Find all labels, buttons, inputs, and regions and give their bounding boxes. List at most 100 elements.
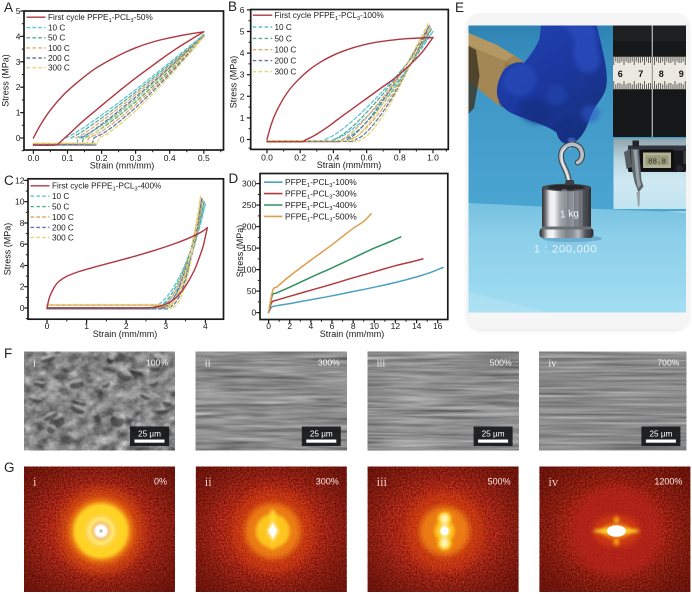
svg-text:700%: 700%	[657, 358, 679, 368]
svg-text:0.3: 0.3	[130, 153, 142, 163]
svg-text:C: C	[4, 173, 14, 188]
svg-text:12: 12	[15, 175, 25, 185]
svg-text:25 µm: 25 µm	[310, 430, 333, 439]
svg-text:1200%: 1200%	[654, 477, 682, 487]
svg-text:i: i	[33, 359, 36, 370]
svg-text:PFPE1-PCL3-400%: PFPE1-PCL3-400%	[285, 200, 357, 212]
svg-text:8: 8	[659, 69, 664, 79]
svg-text:2: 2	[240, 91, 245, 101]
svg-text:300 C: 300 C	[48, 64, 70, 73]
svg-text:Strain (mm/mm): Strain (mm/mm)	[93, 329, 158, 339]
svg-text:0: 0	[16, 133, 21, 143]
svg-text:First cycle PFPE1-PCL3-400%: First cycle PFPE1-PCL3-400%	[52, 182, 161, 193]
svg-text:200: 200	[242, 222, 256, 232]
svg-text:200 C: 200 C	[52, 223, 74, 232]
svg-text:B: B	[228, 0, 237, 14]
svg-text:iv: iv	[548, 475, 558, 489]
svg-text:12: 12	[391, 321, 401, 331]
svg-text:D: D	[229, 171, 239, 186]
svg-text:1 kg: 1 kg	[560, 208, 580, 220]
svg-text:Strain (mm/mm): Strain (mm/mm)	[90, 161, 155, 171]
svg-text:14: 14	[412, 321, 422, 331]
svg-text:300 C: 300 C	[275, 68, 297, 77]
svg-text:Strain (mm/mm): Strain (mm/mm)	[317, 160, 382, 170]
svg-text:300%: 300%	[316, 477, 339, 487]
svg-text:100%: 100%	[146, 358, 168, 368]
svg-text:150: 150	[242, 243, 256, 253]
svg-text:50: 50	[247, 286, 257, 296]
svg-text:E: E	[455, 0, 464, 15]
svg-text:0: 0	[45, 321, 50, 331]
svg-text:100 C: 100 C	[275, 46, 297, 55]
svg-text:G: G	[4, 460, 15, 475]
svg-text:i: i	[33, 475, 37, 489]
svg-text:3: 3	[240, 70, 245, 80]
svg-text:100 C: 100 C	[52, 213, 74, 222]
svg-text:6: 6	[20, 239, 25, 249]
svg-text:1: 1	[240, 113, 245, 123]
svg-text:2: 2	[287, 321, 292, 331]
svg-text:6: 6	[618, 69, 623, 79]
svg-text:2: 2	[20, 282, 25, 292]
svg-text:4: 4	[240, 48, 245, 58]
svg-text:4: 4	[20, 261, 25, 271]
svg-text:1 : 200,000: 1 : 200,000	[534, 244, 598, 256]
svg-text:iv: iv	[548, 359, 557, 370]
svg-text:8: 8	[351, 321, 356, 331]
svg-text:5: 5	[240, 27, 245, 37]
svg-text:ii: ii	[205, 359, 211, 370]
svg-text:Stress (MPa): Stress (MPa)	[3, 223, 13, 276]
svg-text:50 C: 50 C	[275, 34, 292, 43]
svg-text:300 C: 300 C	[52, 233, 74, 242]
svg-text:iii: iii	[377, 475, 388, 489]
svg-text:0.6: 0.6	[361, 153, 373, 163]
svg-text:0.5: 0.5	[198, 153, 210, 163]
svg-text:0.0: 0.0	[261, 153, 273, 163]
svg-text:10 C: 10 C	[52, 192, 69, 201]
svg-text:50 C: 50 C	[48, 34, 65, 43]
svg-text:Stress (MPa): Stress (MPa)	[235, 225, 245, 278]
svg-text:0%: 0%	[154, 477, 167, 487]
svg-text:4: 4	[203, 321, 208, 331]
svg-text:9: 9	[679, 69, 684, 79]
svg-text:250: 250	[242, 200, 256, 210]
svg-text:4: 4	[16, 31, 21, 41]
svg-text:8: 8	[20, 218, 25, 228]
svg-text:1: 1	[16, 108, 21, 118]
svg-text:0.4: 0.4	[164, 153, 176, 163]
svg-text:10: 10	[370, 321, 380, 331]
svg-text:25 µm: 25 µm	[482, 430, 505, 439]
svg-text:0.4: 0.4	[327, 153, 339, 163]
svg-text:100: 100	[242, 265, 256, 275]
svg-text:10: 10	[15, 197, 25, 207]
svg-text:300%: 300%	[318, 358, 340, 368]
svg-text:100 C: 100 C	[48, 44, 70, 53]
svg-text:Stress (MPa): Stress (MPa)	[229, 56, 239, 109]
svg-text:4: 4	[309, 321, 314, 331]
svg-text:1.0: 1.0	[427, 153, 439, 163]
svg-text:10 C: 10 C	[275, 23, 292, 32]
svg-text:25 µm: 25 µm	[649, 430, 672, 439]
svg-text:0: 0	[266, 321, 271, 331]
svg-text:0.8: 0.8	[394, 153, 406, 163]
svg-text:7: 7	[638, 69, 643, 79]
svg-text:500%: 500%	[490, 358, 512, 368]
svg-text:Strain (mm/mm): Strain (mm/mm)	[320, 329, 385, 339]
svg-text:0: 0	[251, 308, 256, 318]
svg-text:PFPE1-PCL3-500%: PFPE1-PCL3-500%	[285, 211, 357, 223]
svg-text:0.2: 0.2	[294, 153, 306, 163]
svg-text:5: 5	[16, 6, 21, 16]
svg-text:10 C: 10 C	[48, 24, 65, 33]
svg-text:16: 16	[433, 321, 443, 331]
svg-text:A: A	[4, 0, 13, 15]
svg-text:iii: iii	[377, 359, 386, 370]
svg-text:200 C: 200 C	[48, 54, 70, 63]
svg-text:ii: ii	[205, 475, 212, 489]
svg-text:0.1: 0.1	[62, 153, 74, 163]
svg-text:6: 6	[240, 5, 245, 15]
svg-text:First cycle PFPE1-PCL3-100%: First cycle PFPE1-PCL3-100%	[275, 11, 384, 22]
svg-text:Stress (MPa): Stress (MPa)	[1, 54, 11, 107]
svg-text:0.2: 0.2	[96, 153, 108, 163]
svg-text:50 C: 50 C	[52, 203, 69, 212]
svg-text:PFPE1-PCL3-300%: PFPE1-PCL3-300%	[285, 189, 357, 201]
